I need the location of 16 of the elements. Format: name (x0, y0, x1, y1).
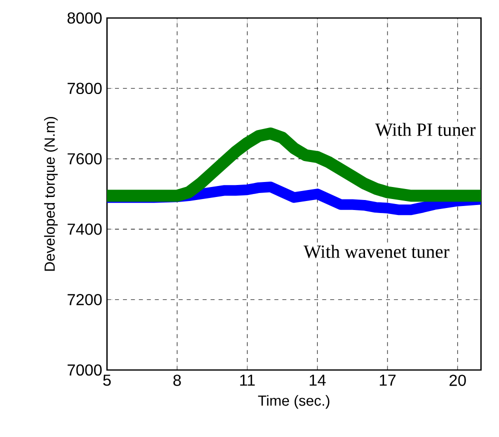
y-axis-title: Developed torque (N.m) (44, 116, 58, 271)
x-axis-title: Time (sec.) (258, 395, 330, 409)
text: With wavenet tuner (304, 244, 450, 258)
y-tick-label: 7200 (68, 294, 102, 306)
y-tick-label: 7800 (68, 82, 102, 94)
x-tick-label: 5 (103, 374, 111, 386)
x-tick-label: 20 (450, 374, 466, 386)
y-tick-label: 7000 (68, 364, 102, 376)
x-tick-label: 8 (173, 374, 181, 386)
y-tick-label: 8000 (68, 12, 102, 24)
x-tick-label: 14 (310, 374, 326, 386)
text: With PI tuner (375, 122, 476, 136)
x-tick-label: 11 (240, 374, 255, 386)
y-tick-label: 7400 (68, 224, 102, 235)
y-tick-label: 7600 (68, 153, 102, 164)
x-tick-label: 17 (380, 374, 396, 386)
